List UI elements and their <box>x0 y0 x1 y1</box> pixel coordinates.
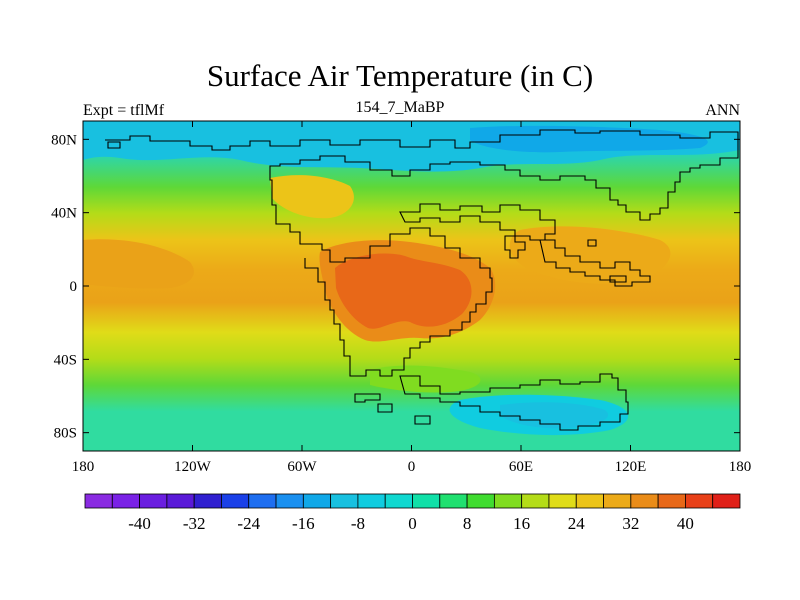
colorbar-boxes <box>84 493 741 509</box>
colorbar-box <box>439 493 468 509</box>
colorbar-box <box>302 493 332 509</box>
colorbar-box <box>275 493 304 509</box>
colorbar-box <box>685 493 714 509</box>
y-axis: 80N 40N 0 40S 80S <box>51 132 740 442</box>
colorbar-box <box>712 493 741 509</box>
colorbar-labels: -40 -32 -24 -16 -8 0 8 16 24 32 40 <box>128 514 694 533</box>
colorbar-label: -40 <box>128 514 151 533</box>
island-outline-1 <box>354 393 381 403</box>
atlantic-green-tongue <box>370 365 481 393</box>
northern-warm-patch <box>270 175 354 219</box>
colorbar-label: 40 <box>677 514 694 533</box>
colorbar-box <box>412 493 441 509</box>
continent-hot-zone <box>335 253 472 329</box>
colorbar-label: -32 <box>183 514 206 533</box>
colorbar-label: 32 <box>622 514 639 533</box>
colorbar-box <box>466 493 495 509</box>
arctic-colder-patch <box>470 125 708 153</box>
x-axis: 180 120W 60W 0 60E 120E 180 <box>72 121 752 475</box>
colorbar-box <box>493 493 523 509</box>
colorbar-label: 24 <box>568 514 586 533</box>
chart-title: Surface Air Temperature (in C) <box>206 58 594 93</box>
colorbar-label: -8 <box>351 514 365 533</box>
y-tick-label: 80S <box>54 426 77 442</box>
x-tick-label: 60E <box>509 459 533 475</box>
colorbar-box <box>603 493 632 509</box>
y-tick-label: 40S <box>54 352 77 368</box>
continent-outlines <box>105 129 739 431</box>
x-tick-label: 120W <box>174 459 212 475</box>
asia-arm-outline <box>539 239 651 287</box>
y-tick-label: 0 <box>70 279 78 295</box>
north-continent-outline <box>105 129 739 377</box>
colorbar-box <box>193 493 222 509</box>
x-tick-label: 180 <box>729 459 752 475</box>
x-tick-label: 0 <box>408 459 416 475</box>
island-outline-6 <box>107 141 121 149</box>
india-outline <box>504 235 526 259</box>
experiment-label: Expt = tflMf <box>83 102 165 119</box>
colorbar-box <box>357 493 386 509</box>
colorbar-box <box>630 493 659 509</box>
colorbar-box <box>139 493 168 509</box>
colorbar-label: -16 <box>292 514 315 533</box>
x-tick-label: 120E <box>615 459 647 475</box>
island-outline-2 <box>377 403 393 413</box>
island-outline-4 <box>609 275 627 283</box>
colorbar-box <box>111 493 140 509</box>
europe-arm-outline <box>399 203 556 241</box>
colorbar-box <box>330 493 359 509</box>
colorbar-box <box>548 493 577 509</box>
island-outline-5 <box>587 239 597 247</box>
colorbar-box <box>575 493 604 509</box>
colorbar-box <box>521 493 550 509</box>
y-tick-label: 40N <box>51 206 77 222</box>
pacific-warm-tongue <box>83 239 194 289</box>
map-field <box>83 121 740 451</box>
colorbar-box <box>166 493 195 509</box>
island-outline-3 <box>414 415 431 425</box>
x-tick-label: 180 <box>72 459 95 475</box>
colorbar-label: 8 <box>463 514 472 533</box>
colorbar-box <box>221 493 250 509</box>
colorbar-box <box>84 493 113 509</box>
y-tick-label: 80N <box>51 132 77 148</box>
colorbar-box <box>384 493 413 509</box>
colorbar-label: 16 <box>513 514 530 533</box>
antarctic-colder-patch <box>500 402 609 429</box>
colorbar-label: 0 <box>408 514 417 533</box>
time-label: 154_7_MaBP <box>355 99 445 116</box>
southern-continent-outline <box>399 373 629 431</box>
colorbar-label: -24 <box>237 514 260 533</box>
colorbar-box <box>657 493 686 509</box>
season-label: ANN <box>705 102 740 119</box>
x-tick-label: 60W <box>287 459 317 475</box>
colorbar-box <box>248 493 277 509</box>
